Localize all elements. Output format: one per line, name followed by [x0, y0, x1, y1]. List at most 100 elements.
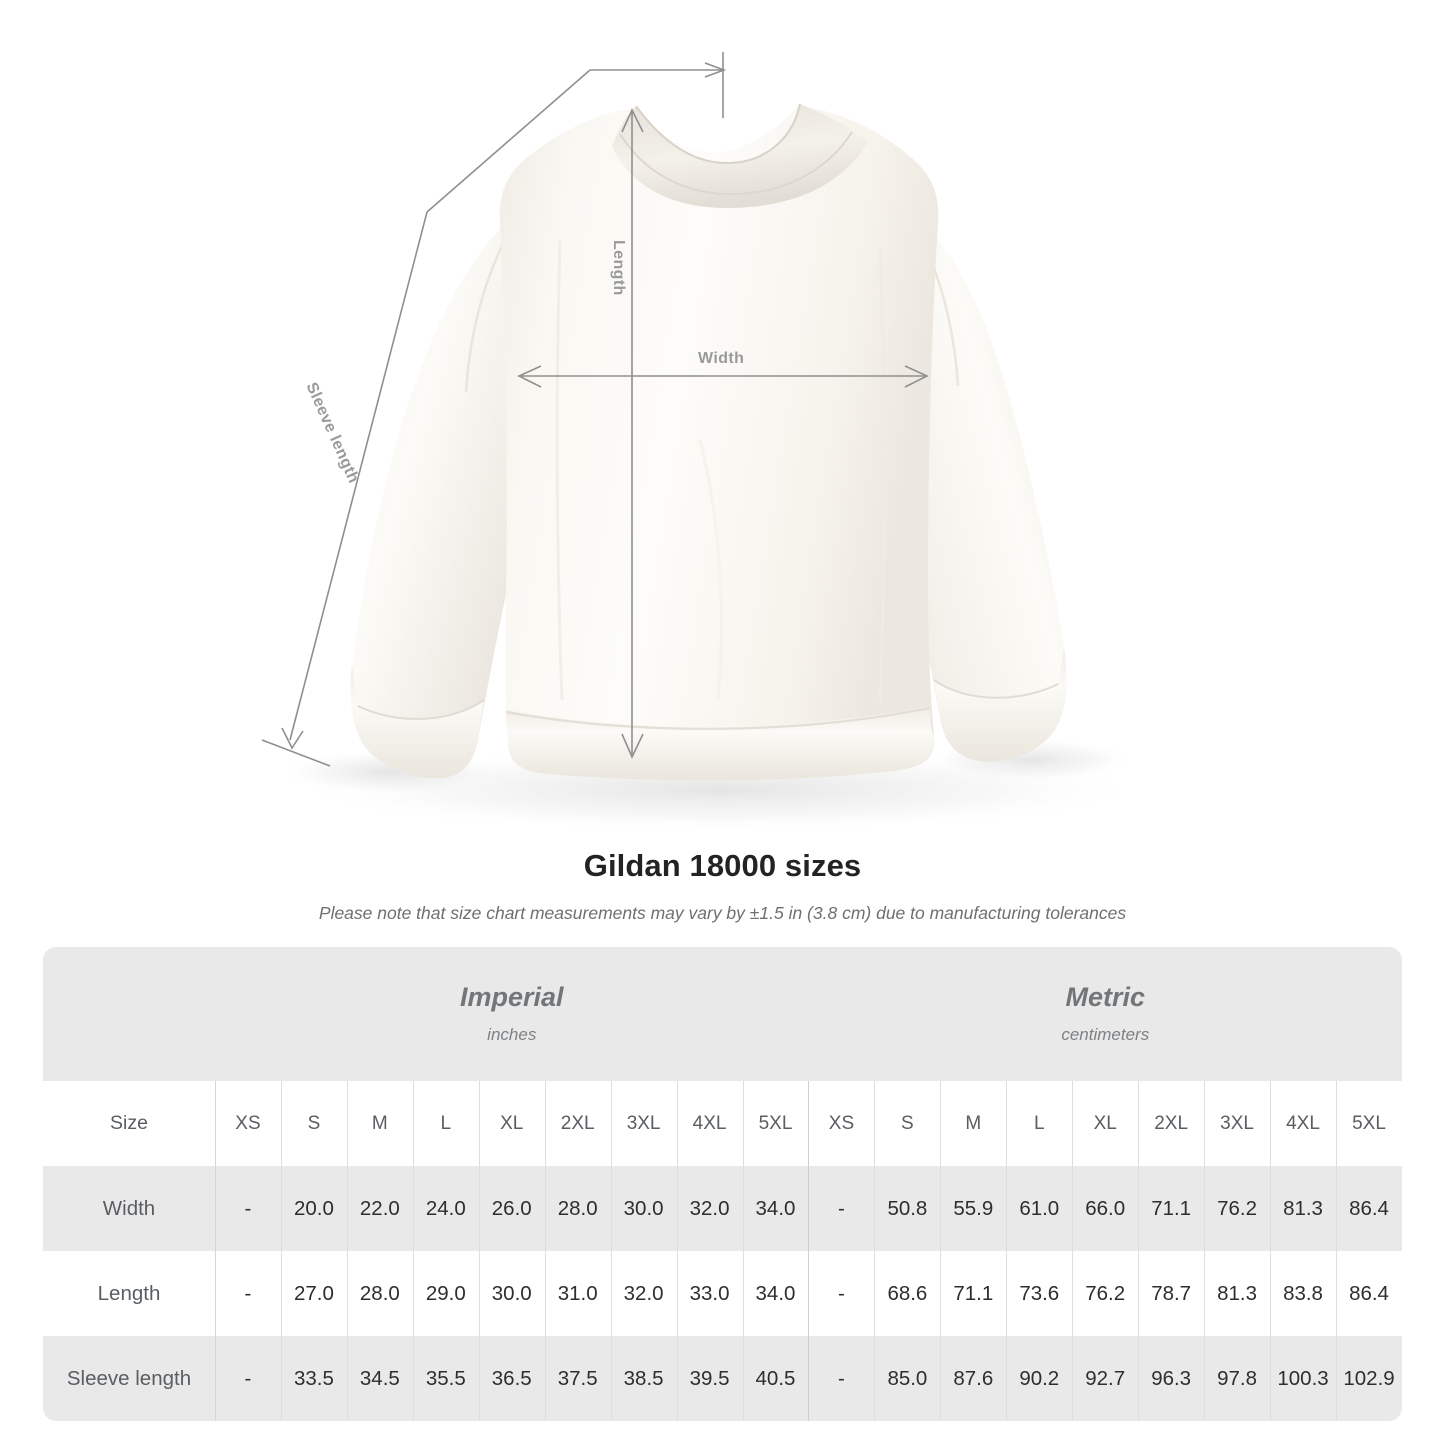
sleeve-length-annotation	[261, 52, 727, 767]
cell-sleeve-length-metric-2xl: 96.3	[1138, 1336, 1205, 1421]
column-header-imperial-xl: XL	[478, 1081, 545, 1166]
cell-sleeve-length-metric-5xl: 102.9	[1335, 1336, 1402, 1421]
table-row: Width -20.0 22.0 24.0 26.0 28.0 30.0 32.0 34.0-5…	[43, 1166, 1402, 1251]
cell-length-metric-xs: -	[808, 1251, 875, 1336]
cell-sleeve-length-metric-l: 90.2	[1006, 1336, 1073, 1421]
cell-width-metric-2xl: 71.1	[1138, 1166, 1205, 1251]
unit-group-metric: Metric centimeters	[808, 947, 1402, 1081]
cell-length-metric-4xl: 83.8	[1270, 1251, 1336, 1336]
garment-illustration: Length Width Sleeve length	[261, 52, 1150, 832]
cell-sleeve-length-metric-s: 85.0	[874, 1336, 941, 1421]
cell-sleeve-length-metric-3xl: 97.8	[1204, 1336, 1271, 1421]
fold-3	[698, 439, 723, 701]
column-header-metric-3xl: 3XL	[1204, 1081, 1271, 1166]
unit-group-unit: centimeters	[1061, 1025, 1150, 1045]
column-header-imperial-m: M	[346, 1081, 413, 1166]
cell-sleeve-length-metric-4xl: 100.3	[1270, 1336, 1336, 1421]
cell-sleeve-length-imperial-2xl: 37.5	[544, 1336, 611, 1421]
column-header-metric-xl: XL	[1072, 1081, 1139, 1166]
column-header-metric-m: M	[940, 1081, 1007, 1166]
width-arrow-head-left	[517, 365, 542, 388]
cell-sleeve-length-imperial-3xl: 38.5	[610, 1336, 677, 1421]
cell-width-metric-5xl: 86.4	[1335, 1166, 1402, 1251]
cell-length-imperial-5xl: 34.0	[742, 1251, 809, 1336]
cell-sleeve-length-imperial-m: 34.5	[346, 1336, 413, 1421]
collar-edge	[635, 103, 801, 165]
column-header-imperial-xs: XS	[215, 1081, 281, 1166]
cell-width-metric-4xl: 81.3	[1270, 1166, 1336, 1251]
collar-inner-seam	[619, 131, 853, 196]
cell-sleeve-length-imperial-5xl: 40.5	[742, 1336, 809, 1421]
row-header-length: Length	[43, 1251, 215, 1336]
title-block: Gildan 18000 sizes Please note that size…	[0, 848, 1445, 924]
unit-group-imperial: Imperial inches	[215, 947, 809, 1081]
column-header-imperial-2xl: 2XL	[544, 1081, 611, 1166]
cell-width-metric-xl: 66.0	[1072, 1166, 1139, 1251]
cell-sleeve-length-imperial-4xl: 39.5	[676, 1336, 743, 1421]
column-header-metric-s: S	[874, 1081, 941, 1166]
cell-length-imperial-xs: -	[215, 1251, 281, 1336]
cell-sleeve-length-imperial-l: 35.5	[412, 1336, 479, 1421]
length-dimension-label: Length	[610, 240, 627, 296]
column-header-size: Size	[43, 1081, 215, 1166]
cell-length-imperial-4xl: 33.0	[676, 1251, 743, 1336]
cell-sleeve-length-metric-xs: -	[808, 1336, 875, 1421]
cell-length-imperial-3xl: 32.0	[610, 1251, 677, 1336]
cell-length-metric-3xl: 81.3	[1204, 1251, 1271, 1336]
cell-length-metric-l: 73.6	[1006, 1251, 1073, 1336]
size-chart-table-container: Imperial inches Metric centimeters Size XS S M L…	[43, 947, 1402, 1421]
unit-band-row: Imperial inches Metric centimeters	[43, 947, 1402, 1081]
cell-width-imperial-xl: 26.0	[478, 1166, 545, 1251]
length-annotation	[621, 108, 644, 759]
fold-1	[555, 239, 564, 701]
size-header-row: Size XS S M L XL 2XL 3XL 4XL 5XL XS S M L XL 2XL 3XL 4XL 5…	[43, 1081, 1402, 1166]
cell-width-imperial-xs: -	[215, 1166, 281, 1251]
cell-width-metric-xs: -	[808, 1166, 875, 1251]
cell-width-imperial-s: 20.0	[280, 1166, 347, 1251]
cell-sleeve-length-imperial-xl: 36.5	[478, 1336, 545, 1421]
column-header-imperial-4xl: 4XL	[676, 1081, 743, 1166]
left-cuff	[350, 665, 484, 779]
cell-width-metric-s: 50.8	[874, 1166, 941, 1251]
body	[499, 106, 939, 781]
cell-width-imperial-2xl: 28.0	[544, 1166, 611, 1251]
page-title: Gildan 18000 sizes	[583, 848, 862, 883]
cell-sleeve-length-metric-xl: 92.7	[1072, 1336, 1139, 1421]
cell-length-metric-5xl: 86.4	[1335, 1251, 1402, 1336]
cell-length-metric-s: 68.6	[874, 1251, 941, 1336]
column-header-metric-2xl: 2XL	[1138, 1081, 1205, 1166]
column-header-metric-5xl: 5XL	[1335, 1081, 1402, 1166]
width-arrow-head-right	[904, 365, 929, 388]
cell-length-imperial-l: 29.0	[412, 1251, 479, 1336]
column-header-imperial-5xl: 5XL	[742, 1081, 809, 1166]
cell-length-imperial-s: 27.0	[280, 1251, 347, 1336]
cell-sleeve-length-metric-m: 87.6	[940, 1336, 1007, 1421]
length-arrow-head-bottom	[621, 733, 644, 759]
sweatshirt-diagram	[261, 52, 1150, 832]
cell-width-metric-l: 61.0	[1006, 1166, 1073, 1251]
cell-width-imperial-m: 22.0	[346, 1166, 413, 1251]
cell-width-imperial-l: 24.0	[412, 1166, 479, 1251]
cell-length-metric-xl: 76.2	[1072, 1251, 1139, 1336]
cell-length-metric-2xl: 78.7	[1138, 1251, 1205, 1336]
cell-width-metric-m: 55.9	[940, 1166, 1007, 1251]
cell-length-imperial-2xl: 31.0	[544, 1251, 611, 1336]
column-header-imperial-s: S	[280, 1081, 347, 1166]
column-header-imperial-l: L	[412, 1081, 479, 1166]
column-header-metric-l: L	[1006, 1081, 1073, 1166]
column-header-metric-xs: XS	[808, 1081, 875, 1166]
unit-group-name: Imperial	[459, 981, 564, 1012]
right-cuff-seam	[933, 679, 1059, 699]
sleeve-end-tick	[261, 739, 331, 767]
tolerance-note: Please note that size chart measurements…	[318, 903, 1127, 923]
cell-length-imperial-xl: 30.0	[478, 1251, 545, 1336]
width-annotation	[517, 365, 929, 388]
column-header-imperial-3xl: 3XL	[610, 1081, 677, 1166]
hem-seam	[505, 706, 931, 730]
size-chart-table: Imperial inches Metric centimeters Size XS S M L…	[43, 947, 1402, 1421]
sleeve-arrow-head-top	[704, 62, 727, 78]
row-header-sleeve-length: Sleeve length	[43, 1336, 215, 1421]
right-cuff	[934, 648, 1067, 762]
unit-band-spacer	[43, 947, 215, 1081]
cell-length-metric-m: 71.1	[940, 1251, 1007, 1336]
